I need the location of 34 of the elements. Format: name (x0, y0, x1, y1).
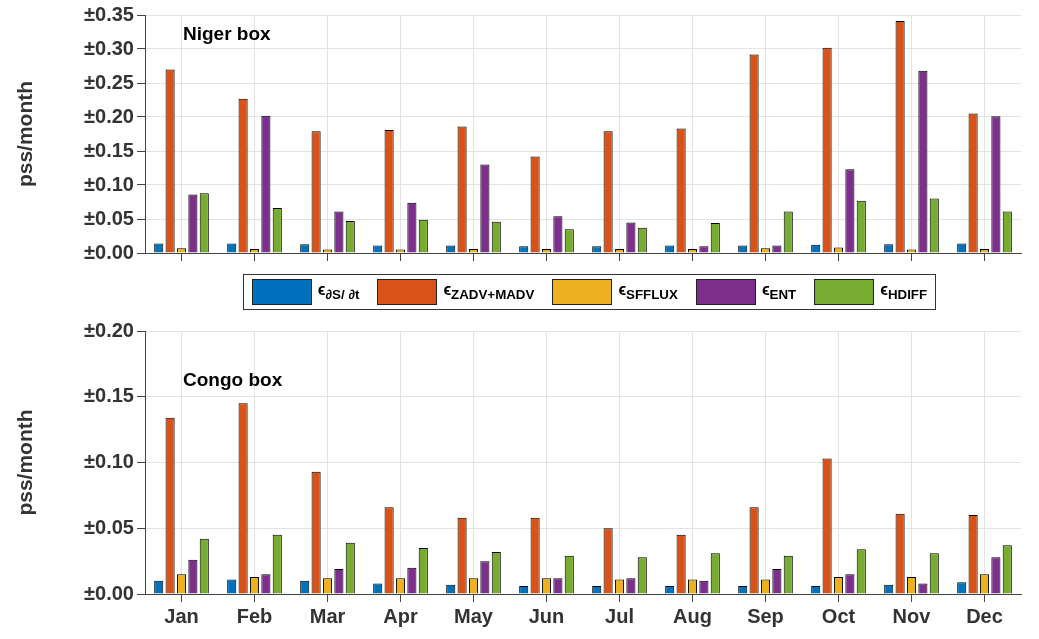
x-tick-label: Jan (164, 604, 199, 627)
y-tick-label: ±0.15 (84, 384, 134, 407)
text: Congo box (183, 368, 283, 390)
legend-label: ϵ$_{∂S/ ∂t}$ (317, 281, 360, 303)
x-tick-label: Sep (747, 604, 784, 627)
legend-label: ϵ$_{ZADV+MADV}$ (443, 281, 535, 303)
chart-title: Niger box (183, 22, 272, 44)
y-tick-label: ±0.10 (84, 450, 134, 473)
y-tick-label: ±0.10 (84, 172, 134, 195)
x-tick-label: Feb (236, 604, 273, 627)
legend-label: ϵ$_{SFFLUX}$ (618, 281, 678, 303)
legend-label: ϵ$_{ENT}$ (761, 281, 797, 303)
x-tick-label: Jul (605, 604, 634, 627)
legend-label: ϵ$_{HDIFF}$ (880, 281, 928, 303)
y-axis-title: pss/month (13, 409, 37, 516)
x-tick-label: Jun (528, 604, 565, 627)
y-tick-label: ±0.25 (84, 70, 134, 93)
x-tick-label: Nov (892, 604, 932, 627)
y-tick-label: ±0.05 (84, 206, 134, 229)
y-tick-label: ±0.15 (84, 138, 134, 161)
x-tick-label: Aug (673, 604, 712, 627)
y-tick-label: ±0.05 (84, 515, 134, 538)
x-tick-label: May (454, 604, 494, 627)
y-tick-label: ±0.00 (84, 581, 134, 604)
x-tick-label: Apr (383, 604, 418, 627)
y-tick-label: ±0.35 (84, 2, 134, 25)
x-tick-label: Mar (309, 604, 346, 627)
y-axis-title: pss/month (13, 80, 37, 188)
x-tick-label: Oct (821, 604, 856, 627)
x-tick-label: Dec (966, 604, 1003, 627)
y-tick-label: ±0.00 (84, 240, 134, 263)
y-tick-label: ±0.30 (84, 36, 134, 59)
y-tick-label: ±0.20 (84, 318, 134, 341)
y-tick-label: ±0.20 (84, 104, 134, 127)
